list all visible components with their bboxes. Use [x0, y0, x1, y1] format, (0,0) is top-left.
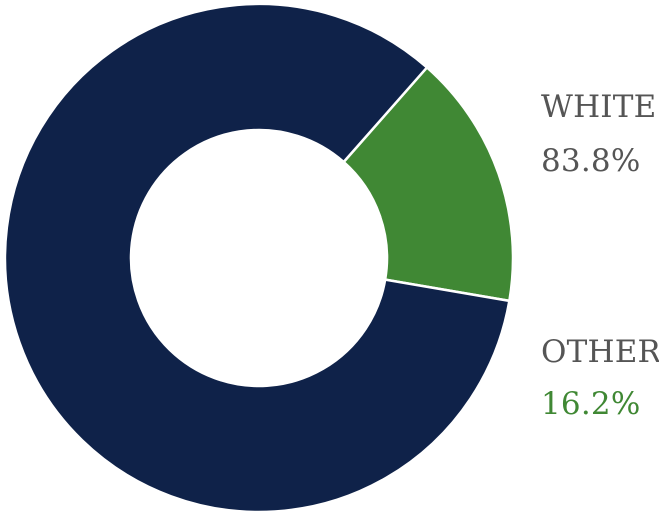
- donut-slice-white: [3, 2, 511, 513]
- legend-label-other: OTHER: [541, 334, 659, 370]
- legend-value-other: 16.2%: [541, 386, 641, 422]
- legend-label-white: WHITE: [541, 89, 657, 125]
- legend-value-white: 83.8%: [541, 143, 641, 179]
- donut-slice-other: [342, 66, 515, 303]
